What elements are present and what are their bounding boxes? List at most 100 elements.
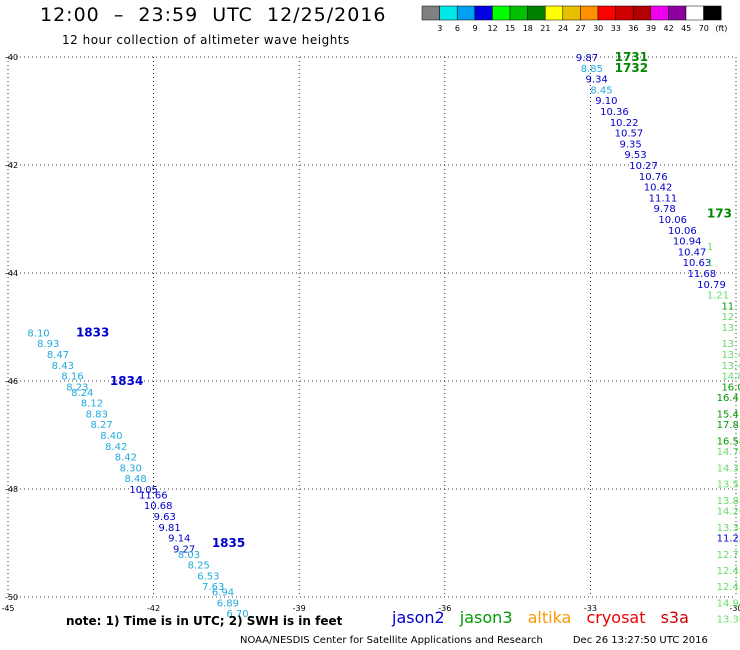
swh-value: 14.20 — [717, 507, 740, 518]
colorbar-swatch — [439, 5, 458, 21]
colorbar-label: 27 — [576, 24, 586, 33]
colorbar-label: 36 — [628, 24, 638, 33]
swh-value: 10.79 — [697, 280, 726, 291]
swh-value: 8.30 — [120, 463, 142, 474]
swh-value: 10.27 — [629, 161, 658, 172]
swh-value: 13.4 — [721, 361, 740, 372]
swh-value: 1 — [707, 258, 713, 269]
swh-value: 9.78 — [653, 204, 675, 215]
footnote: note: 1) Time is in UTC; 2) SWH is in fe… — [66, 614, 343, 628]
swh-value: 9.87 — [576, 53, 598, 64]
x-tick-label: -45 — [1, 604, 14, 613]
swh-value: 10.76 — [639, 172, 668, 183]
colorbar-label: 15 — [505, 24, 515, 33]
pass-label: 1731 — [615, 50, 648, 64]
swh-value: 14.78 — [717, 447, 740, 458]
swh-value: 10.47 — [678, 247, 707, 258]
swh-value: 9.34 — [586, 75, 608, 86]
swh-value: 9.53 — [624, 150, 646, 161]
swh-value: 14.94 — [717, 598, 740, 609]
colorbar-swatch — [562, 5, 581, 21]
pass-label: 1835 — [212, 536, 245, 550]
colorbar-label: 70 — [699, 24, 709, 33]
colorbar-label: 6 — [455, 24, 460, 33]
swh-value: 13.34 — [717, 523, 740, 534]
swh-value: 6.53 — [197, 571, 219, 582]
colorbar-label: 12 — [488, 24, 498, 33]
chart-title: 12:00 – 23:59 UTC 12/25/2016 — [40, 4, 387, 26]
swh-value: 9.14 — [168, 534, 190, 545]
satellite-legend: jason2 jason3 altika cryosat s3a — [392, 608, 699, 627]
swh-value: 9.35 — [620, 139, 642, 150]
swh-value: 1.21 — [707, 291, 729, 302]
swh-value: 15.41 — [717, 409, 740, 420]
colorbar-label: 45 — [681, 24, 691, 33]
swh-value: 8.42 — [105, 442, 127, 453]
colorbar-swatch — [703, 5, 722, 21]
swh-value: 10.36 — [600, 107, 629, 118]
legend-jason3: jason3 — [459, 608, 513, 627]
colorbar-label: 21 — [540, 24, 550, 33]
swh-value: 8.83 — [86, 409, 108, 420]
colorbar-label: 3 — [437, 24, 442, 33]
footer-credit: NOAA/NESDIS Center for Satellite Applica… — [240, 635, 708, 646]
swh-value: 8.43 — [52, 361, 74, 372]
legend-altika: altika — [527, 608, 572, 627]
colorbar-swatch — [580, 5, 599, 21]
swh-value: 8.45 — [590, 85, 612, 96]
colorbar-label: 9 — [472, 24, 477, 33]
colorbar-swatch — [527, 5, 546, 21]
swh-value: 10.63 — [683, 258, 712, 269]
swh-value: 13.84 — [717, 496, 740, 507]
swh-value: 16.0 — [721, 382, 740, 393]
colorbar-label: 18 — [523, 24, 533, 33]
swh-value: 12.43 — [717, 582, 740, 593]
lat-lon-grid — [7, 56, 737, 598]
swh-value: 13 — [721, 323, 734, 334]
footer-org: NOAA/NESDIS Center for Satellite Applica… — [240, 635, 543, 646]
swh-value: 8.48 — [124, 474, 146, 485]
colorbar-label: 42 — [664, 24, 674, 33]
y-tick-label: -40 — [5, 53, 18, 62]
swh-value: 6.94 — [212, 588, 234, 599]
color-scale-bar: 3 6 9 12 15 18 21 24 27 30 33 36 39 42 45 70 (ft) — [421, 5, 727, 33]
colorbar-swatch — [474, 5, 493, 21]
swh-value: 1 — [707, 242, 713, 253]
swh-value: 8.23 — [66, 382, 88, 393]
swh-value: 10.05 — [129, 485, 158, 496]
swh-value: 8.93 — [37, 339, 59, 350]
swh-value: 8.16 — [61, 372, 83, 383]
colorbar-label: 30 — [593, 24, 603, 33]
y-tick-label: -46 — [5, 377, 18, 386]
swh-value: 13.4 — [721, 350, 740, 361]
swh-value: 14.8 — [721, 372, 740, 383]
colorbar-swatch — [509, 5, 528, 21]
footer-timestamp: Dec 26 13:27:50 UTC 2016 — [572, 635, 708, 646]
swh-value: 8.47 — [47, 350, 69, 361]
colorbar-swatch — [632, 5, 652, 21]
colorbar-swatch — [544, 5, 564, 21]
swh-value: 8.42 — [115, 453, 137, 464]
swh-value: 16.4 — [717, 393, 739, 404]
swh-value: 13.30 — [717, 615, 740, 626]
swh-value: 8.25 — [188, 561, 210, 572]
swh-value: 12.45 — [717, 566, 740, 577]
swh-value: 12 — [721, 312, 734, 323]
swh-value: 10.42 — [644, 183, 673, 194]
pass-label: 1732 — [615, 61, 648, 75]
colorbar-swatch — [492, 5, 511, 21]
colorbar-swatch — [685, 5, 704, 21]
legend-jason2: jason2 — [392, 608, 445, 627]
swh-value: 8.27 — [91, 420, 113, 431]
swh-value: 10.68 — [144, 501, 173, 512]
pass-label: 1834 — [110, 374, 143, 388]
swh-value: 8.24 — [71, 388, 93, 399]
x-tick-label: -30 — [729, 604, 740, 613]
axis-ticks: -45 -42 -39 -36 -33 -30 -40 -42 -44 -46 -48 -50 — [1, 53, 740, 613]
pass-label: 173 — [707, 207, 732, 221]
colorbar-swatch — [597, 5, 616, 21]
swh-value: 9.63 — [154, 512, 176, 523]
swh-value: 8.03 — [178, 550, 200, 561]
